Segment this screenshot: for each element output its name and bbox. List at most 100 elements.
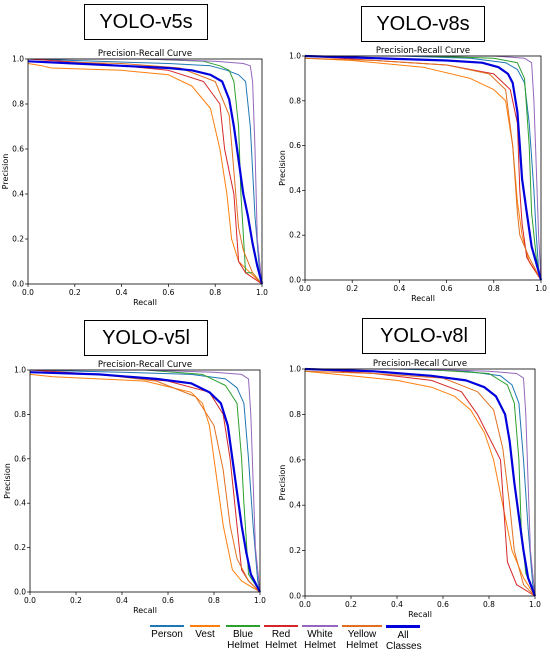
legend-item-blue-helmet: Blue Helmet — [226, 625, 260, 651]
x-tick-label: 1.0 — [535, 284, 547, 293]
x-tick-label: 0.4 — [391, 600, 403, 609]
x-tick-label: 0.2 — [345, 600, 357, 609]
y-tick-label: 1.0 — [12, 55, 24, 64]
y-tick-label: 0.4 — [289, 186, 301, 195]
legend-item-person: Person — [150, 625, 184, 640]
y-tick-label: 0.8 — [289, 96, 301, 105]
series-line-all-classes — [27, 60, 264, 285]
x-tick-label: 1.0 — [529, 600, 541, 609]
y-tick-label: 0.2 — [289, 231, 301, 240]
x-tick-label: 0.2 — [69, 288, 81, 297]
legend-swatch — [190, 625, 220, 627]
x-tick-label: 0.2 — [70, 596, 82, 605]
y-tick-label: 0.0 — [12, 280, 24, 289]
x-tick-label: 0.0 — [299, 600, 311, 609]
y-tick-label: 1.0 — [289, 52, 301, 61]
x-tick-label: 0.0 — [24, 596, 36, 605]
x-tick-label: 0.6 — [441, 284, 453, 293]
chart-title: Precision-Recall Curve — [373, 359, 467, 369]
chart-title: Precision-Recall Curve — [98, 360, 192, 370]
series-line-vest — [29, 373, 261, 593]
legend: Person Vest Blue Helmet Red Helmet White… — [150, 625, 422, 659]
legend-swatch — [264, 625, 298, 627]
model-label: YOLO-v5s — [99, 10, 193, 33]
y-tick-label: 0.2 — [289, 546, 301, 555]
model-label: YOLO-v8s — [376, 12, 470, 35]
x-axis-label: Recall — [411, 294, 435, 303]
legend-label: Red Helmet — [265, 629, 297, 651]
legend-swatch — [150, 625, 184, 627]
pr-chart-yolo-v8l: Precision-Recall Curve 0.0 0.2 0.4 0.6 0.8 1.0… — [278, 359, 541, 618]
model-label: YOLO-v8l — [380, 324, 468, 347]
y-tick-label: 0.2 — [14, 543, 26, 552]
legend-swatch — [342, 625, 382, 627]
y-tick-label: 1.0 — [14, 366, 26, 375]
series-line-person — [29, 369, 261, 593]
y-tick-label: 1.0 — [289, 365, 301, 374]
x-tick-label: 0.4 — [393, 284, 405, 293]
series-line-yellow-helmet — [304, 57, 542, 281]
series-line-vest — [304, 370, 536, 597]
y-tick-label: 0.8 — [14, 410, 26, 419]
legend-item-white-helmet: White Helmet — [302, 625, 338, 651]
legend-swatch — [226, 625, 260, 627]
series-line-yellow-helmet — [29, 371, 261, 593]
x-tick-label: 1.0 — [256, 288, 268, 297]
legend-item-vest: Vest — [190, 625, 220, 640]
x-tick-label: 0.0 — [299, 284, 311, 293]
y-axis-label: Precision — [3, 463, 12, 499]
y-tick-label: 0.0 — [289, 592, 301, 601]
legend-item-yellow-helmet: Yellow Helmet — [342, 625, 382, 651]
x-tick-label: 0.6 — [437, 600, 449, 609]
plot-frame — [27, 58, 263, 285]
legend-label: Vest — [195, 629, 215, 640]
plot-frame — [304, 368, 536, 597]
series-line-red-helmet — [304, 368, 536, 597]
y-axis-label: Precision — [278, 150, 287, 186]
model-label-box: YOLO-v8l — [362, 318, 486, 354]
series-line-red-helmet — [29, 369, 261, 593]
legend-swatch — [302, 625, 338, 627]
y-tick-label: 0.2 — [12, 235, 24, 244]
legend-item-all-classes: All Classes — [386, 625, 422, 652]
legend-label: All Classes — [386, 630, 422, 652]
pr-chart-yolo-v5l: Precision-Recall Curve 0.0 0.2 0.4 0.6 0.8 1.0… — [3, 360, 266, 615]
model-label-box: YOLO-v8s — [361, 6, 485, 42]
legend-label: Person — [151, 629, 183, 640]
series-line-all-classes — [304, 54, 543, 281]
x-tick-label: 0.4 — [116, 288, 128, 297]
y-tick-label: 0.6 — [14, 454, 26, 463]
y-tick-label: 0.6 — [12, 145, 24, 154]
x-tick-label: 1.0 — [254, 596, 266, 605]
y-tick-label: 0.8 — [289, 410, 301, 419]
y-tick-label: 0.6 — [289, 455, 301, 464]
x-tick-label: 0.8 — [483, 600, 495, 609]
x-axis-label: Recall — [408, 610, 432, 618]
series-line-all-classes — [304, 367, 537, 597]
x-tick-label: 0.8 — [209, 288, 221, 297]
legend-label: Yellow Helmet — [346, 629, 378, 651]
model-label-box: YOLO-v5s — [84, 4, 208, 40]
legend-item-red-helmet: Red Helmet — [264, 625, 298, 651]
legend-swatch — [386, 625, 420, 628]
plot-frame — [304, 55, 542, 281]
x-tick-label: 0.4 — [116, 596, 128, 605]
y-tick-label: 0.4 — [12, 190, 24, 199]
series-line-white-helmet — [28, 58, 263, 285]
pr-chart-yolo-v8s: Precision-Recall Curve 0.0 0.2 0.4 0.6 0.8 1.0… — [278, 46, 547, 303]
x-tick-label: 0.0 — [22, 288, 34, 297]
x-tick-label: 0.6 — [162, 288, 174, 297]
x-tick-label: 0.8 — [488, 284, 500, 293]
x-tick-label: 0.6 — [162, 596, 174, 605]
pr-chart-yolo-v5s: Precision-Recall Curve 0.0 0.2 0.4 0.6 0.8 1.0… — [1, 49, 268, 307]
series-line-blue-helmet — [30, 369, 261, 593]
series-line-yellow-helmet — [304, 370, 536, 597]
series-line-yellow-helmet — [27, 60, 263, 285]
y-axis-label: Precision — [278, 465, 287, 501]
y-tick-label: 0.6 — [289, 141, 301, 150]
legend-label: Blue Helmet — [227, 629, 259, 651]
plot-frame — [29, 369, 261, 593]
series-line-blue-helmet — [305, 55, 542, 281]
series-line-white-helmet — [30, 369, 261, 593]
series-line-all-classes — [29, 371, 261, 593]
